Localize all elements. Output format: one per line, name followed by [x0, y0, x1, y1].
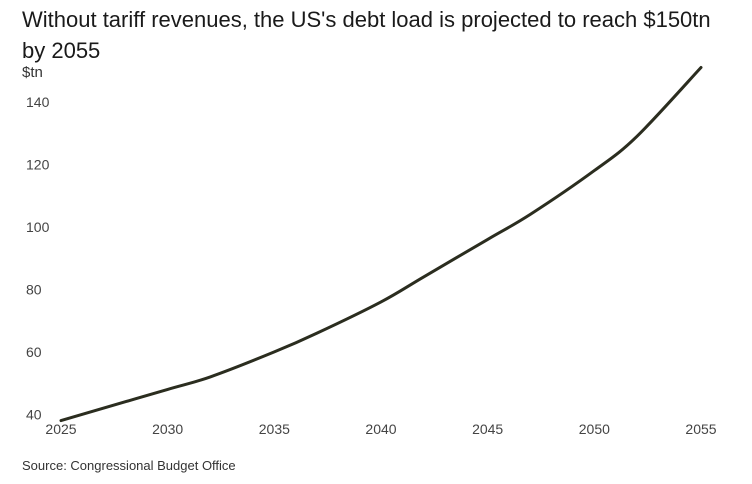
x-tick-label: 2045	[472, 421, 503, 437]
x-tick-label: 2025	[45, 421, 76, 437]
x-tick-label: 2040	[365, 421, 396, 437]
y-axis-ticks: 40 60 80 100 120 140	[26, 94, 50, 423]
x-tick-label: 2035	[259, 421, 290, 437]
y-tick-label: 140	[26, 94, 50, 110]
line-chart: 40 60 80 100 120 140 2025 2030 2035 2040 2045 2050…	[0, 0, 752, 450]
x-axis-ticks: 2025 2030 2035 2040 2045 2050 2055	[45, 421, 716, 437]
y-tick-label: 120	[26, 156, 50, 172]
x-tick-label: 2030	[152, 421, 183, 437]
y-tick-label: 60	[26, 344, 42, 360]
series-group	[61, 68, 701, 421]
series-line-us-debt	[61, 68, 701, 421]
x-tick-label: 2055	[685, 421, 716, 437]
y-tick-label: 40	[26, 406, 42, 422]
y-tick-label: 100	[26, 219, 50, 235]
x-tick-label: 2050	[579, 421, 610, 437]
source-note: Source: Congressional Budget Office	[22, 458, 236, 473]
y-tick-label: 80	[26, 281, 42, 297]
